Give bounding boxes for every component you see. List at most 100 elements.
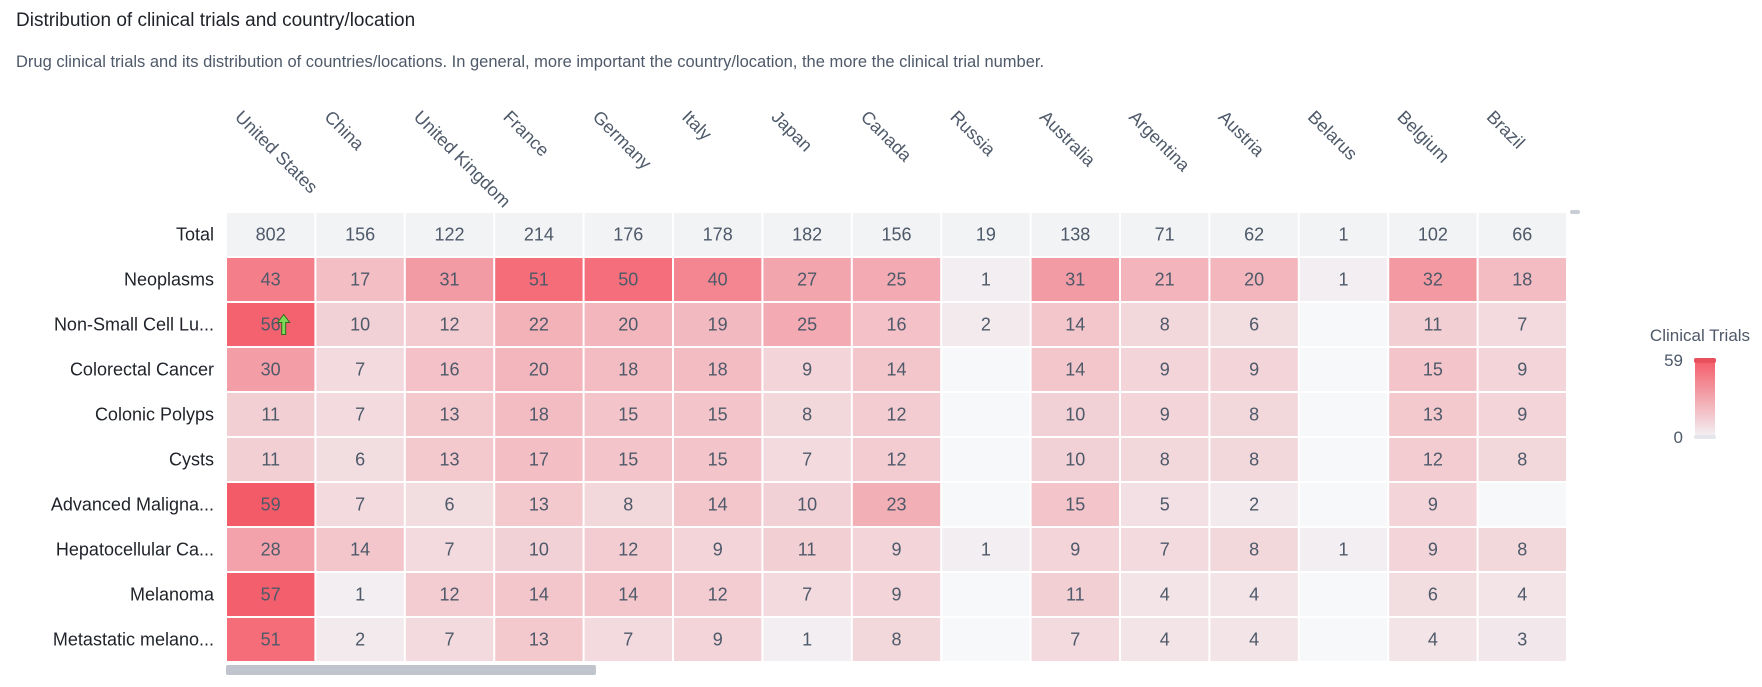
cell-value: 62 [1244,225,1264,245]
cell-value: 9 [1160,360,1170,380]
legend-min-label: 0 [1674,428,1683,447]
cell-value: 7 [444,540,454,560]
cell-value: 8 [1160,315,1170,335]
column-label-united-kingdom: United Kingdom [410,107,515,212]
column-label-germany: Germany [589,107,655,173]
cell-value: 176 [613,225,643,245]
cell-value: 14 [529,585,549,605]
heatmap-cell[interactable] [942,618,1029,661]
cell-value: 1 [1338,225,1348,245]
row-label: Hepatocellular Ca... [56,540,214,560]
cell-value: 25 [797,315,817,335]
cell-value: 214 [524,225,554,245]
cell-value: 13 [1423,405,1443,425]
cell-value: 122 [434,225,464,245]
row-label: Non-Small Cell Lu... [54,315,214,335]
cell-value: 14 [1065,360,1085,380]
cell-value: 7 [1070,630,1080,650]
heatmap-cell[interactable] [942,573,1029,616]
cell-value: 14 [350,540,370,560]
heatmap-cell[interactable] [942,483,1029,526]
row-label: Neoplasms [124,270,214,290]
cell-value: 7 [802,450,812,470]
cell-value: 14 [1065,315,1085,335]
column-label-brazil: Brazil [1483,107,1529,153]
row-label: Colonic Polyps [95,405,214,425]
cell-value: 9 [802,360,812,380]
cell-value: 13 [529,495,549,515]
heatmap-cell[interactable] [1300,438,1387,481]
vertical-scroll-indicator[interactable] [1570,210,1580,214]
cell-value: 71 [1155,225,1175,245]
cell-value: 1 [802,630,812,650]
cell-value: 4 [1160,630,1170,650]
heatmap-cell[interactable] [1300,573,1387,616]
heatmap-cell[interactable] [1300,303,1387,346]
cell-value: 4 [1428,630,1438,650]
column-label-france: France [499,107,553,161]
cell-value: 51 [261,630,281,650]
cell-value: 8 [623,495,633,515]
cell-value: 182 [792,225,822,245]
column-label-belarus: Belarus [1304,107,1361,164]
heatmap-cell[interactable] [942,348,1029,391]
cell-value: 16 [886,315,906,335]
cell-value: 9 [1517,405,1527,425]
cell-value: 8 [1249,405,1259,425]
cell-value: 1 [981,540,991,560]
heatmap-cell[interactable] [1479,483,1566,526]
cell-value: 10 [797,495,817,515]
cell-value: 11 [798,540,817,560]
row-label: Total [176,225,214,245]
cell-value: 56 [261,315,281,335]
cell-value: 11 [261,405,280,425]
cell-value: 6 [1428,585,1438,605]
legend-min-handle[interactable] [1694,435,1716,439]
cell-value: 43 [261,270,281,290]
row-label: Advanced Maligna... [51,495,214,515]
cell-value: 8 [1249,540,1259,560]
cell-value: 10 [350,315,370,335]
column-label-australia: Australia [1036,107,1100,171]
column-label-russia: Russia [946,107,1000,161]
cell-value: 17 [350,270,370,290]
cell-value: 7 [355,495,365,515]
cell-value: 8 [802,405,812,425]
cell-value: 2 [355,630,365,650]
cell-value: 7 [355,360,365,380]
heatmap-cell[interactable] [942,393,1029,436]
row-label: Melanoma [130,585,215,605]
row-label: Colorectal Cancer [70,360,214,380]
column-label-argentina: Argentina [1125,107,1194,176]
cell-value: 7 [623,630,633,650]
cell-value: 12 [618,540,638,560]
cell-value: 13 [529,630,549,650]
legend-max-handle[interactable] [1694,358,1716,363]
cell-value: 6 [1249,315,1259,335]
heatmap-cell[interactable] [1300,618,1387,661]
heatmap-cell[interactable] [942,438,1029,481]
cell-value: 8 [1517,450,1527,470]
heatmap-cell[interactable] [1300,483,1387,526]
cell-value: 156 [881,225,911,245]
heatmap-cell[interactable] [1300,348,1387,391]
cell-value: 1 [355,585,365,605]
cell-value: 1 [1338,540,1348,560]
cell-value: 20 [618,315,638,335]
horizontal-scrollbar-thumb[interactable] [226,665,596,675]
cell-value: 13 [439,405,459,425]
cell-value: 4 [1249,585,1259,605]
cell-value: 27 [797,270,817,290]
heatmap-cell[interactable] [1300,393,1387,436]
cell-value: 6 [355,450,365,470]
cell-value: 2 [981,315,991,335]
cell-value: 2 [1249,495,1259,515]
cell-value: 20 [529,360,549,380]
cell-value: 25 [886,270,906,290]
cell-value: 156 [345,225,375,245]
cell-value: 18 [618,360,638,380]
cell-value: 22 [529,315,549,335]
cell-value: 9 [1428,495,1438,515]
legend-color-bar[interactable] [1695,360,1715,437]
cell-value: 7 [1160,540,1170,560]
